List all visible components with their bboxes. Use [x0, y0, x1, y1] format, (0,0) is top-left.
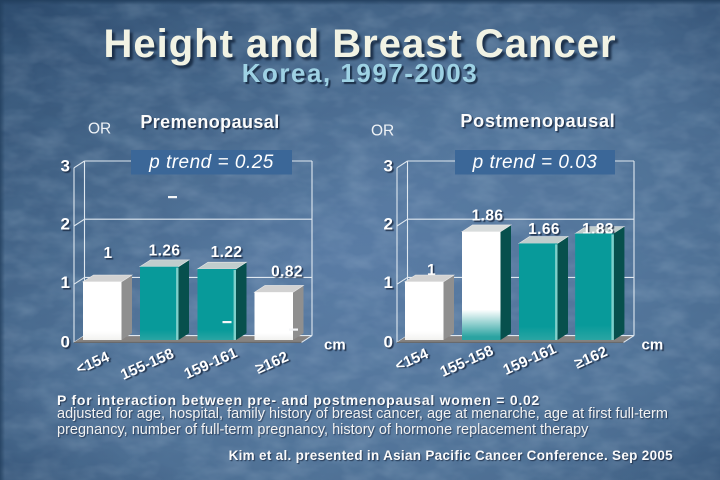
svg-text:155-158: 155-158 [118, 345, 176, 383]
svg-text:1: 1 [427, 262, 436, 279]
svg-text:1: 1 [384, 273, 393, 292]
svg-text:1.22: 1.22 [211, 244, 243, 261]
svg-text:1.26: 1.26 [149, 243, 181, 260]
svg-text:1.66: 1.66 [528, 221, 560, 238]
svg-text:0.82: 0.82 [271, 263, 303, 280]
svg-text:Postmenopausal: Postmenopausal [460, 111, 615, 131]
svg-text:1: 1 [61, 273, 70, 292]
svg-text:p trend = 0.25: p trend = 0.25 [148, 152, 274, 173]
svg-text:Premenopausal: Premenopausal [140, 112, 279, 132]
svg-text:≥162: ≥162 [572, 343, 610, 372]
svg-text:159-161: 159-161 [182, 344, 240, 382]
svg-text:cm: cm [642, 337, 664, 354]
svg-text:3: 3 [384, 157, 393, 176]
svg-text:1.86: 1.86 [472, 208, 504, 225]
svg-text:159-161: 159-161 [501, 340, 559, 378]
svg-text:<154: <154 [74, 348, 113, 378]
svg-text:155-158: 155-158 [438, 342, 496, 380]
svg-text:≥162: ≥162 [253, 348, 291, 377]
svg-text:p trend = 0.03: p trend = 0.03 [472, 152, 598, 173]
svg-text:<154: <154 [393, 345, 432, 375]
svg-text:2: 2 [384, 215, 393, 234]
svg-text:3: 3 [61, 157, 70, 176]
svg-text:0: 0 [384, 333, 393, 352]
svg-text:OR: OR [371, 123, 394, 140]
svg-text:1: 1 [103, 245, 112, 262]
svg-text:2: 2 [61, 215, 70, 234]
svg-text:0: 0 [61, 333, 70, 352]
svg-text:OR: OR [88, 121, 111, 138]
svg-text:cm: cm [324, 337, 346, 354]
